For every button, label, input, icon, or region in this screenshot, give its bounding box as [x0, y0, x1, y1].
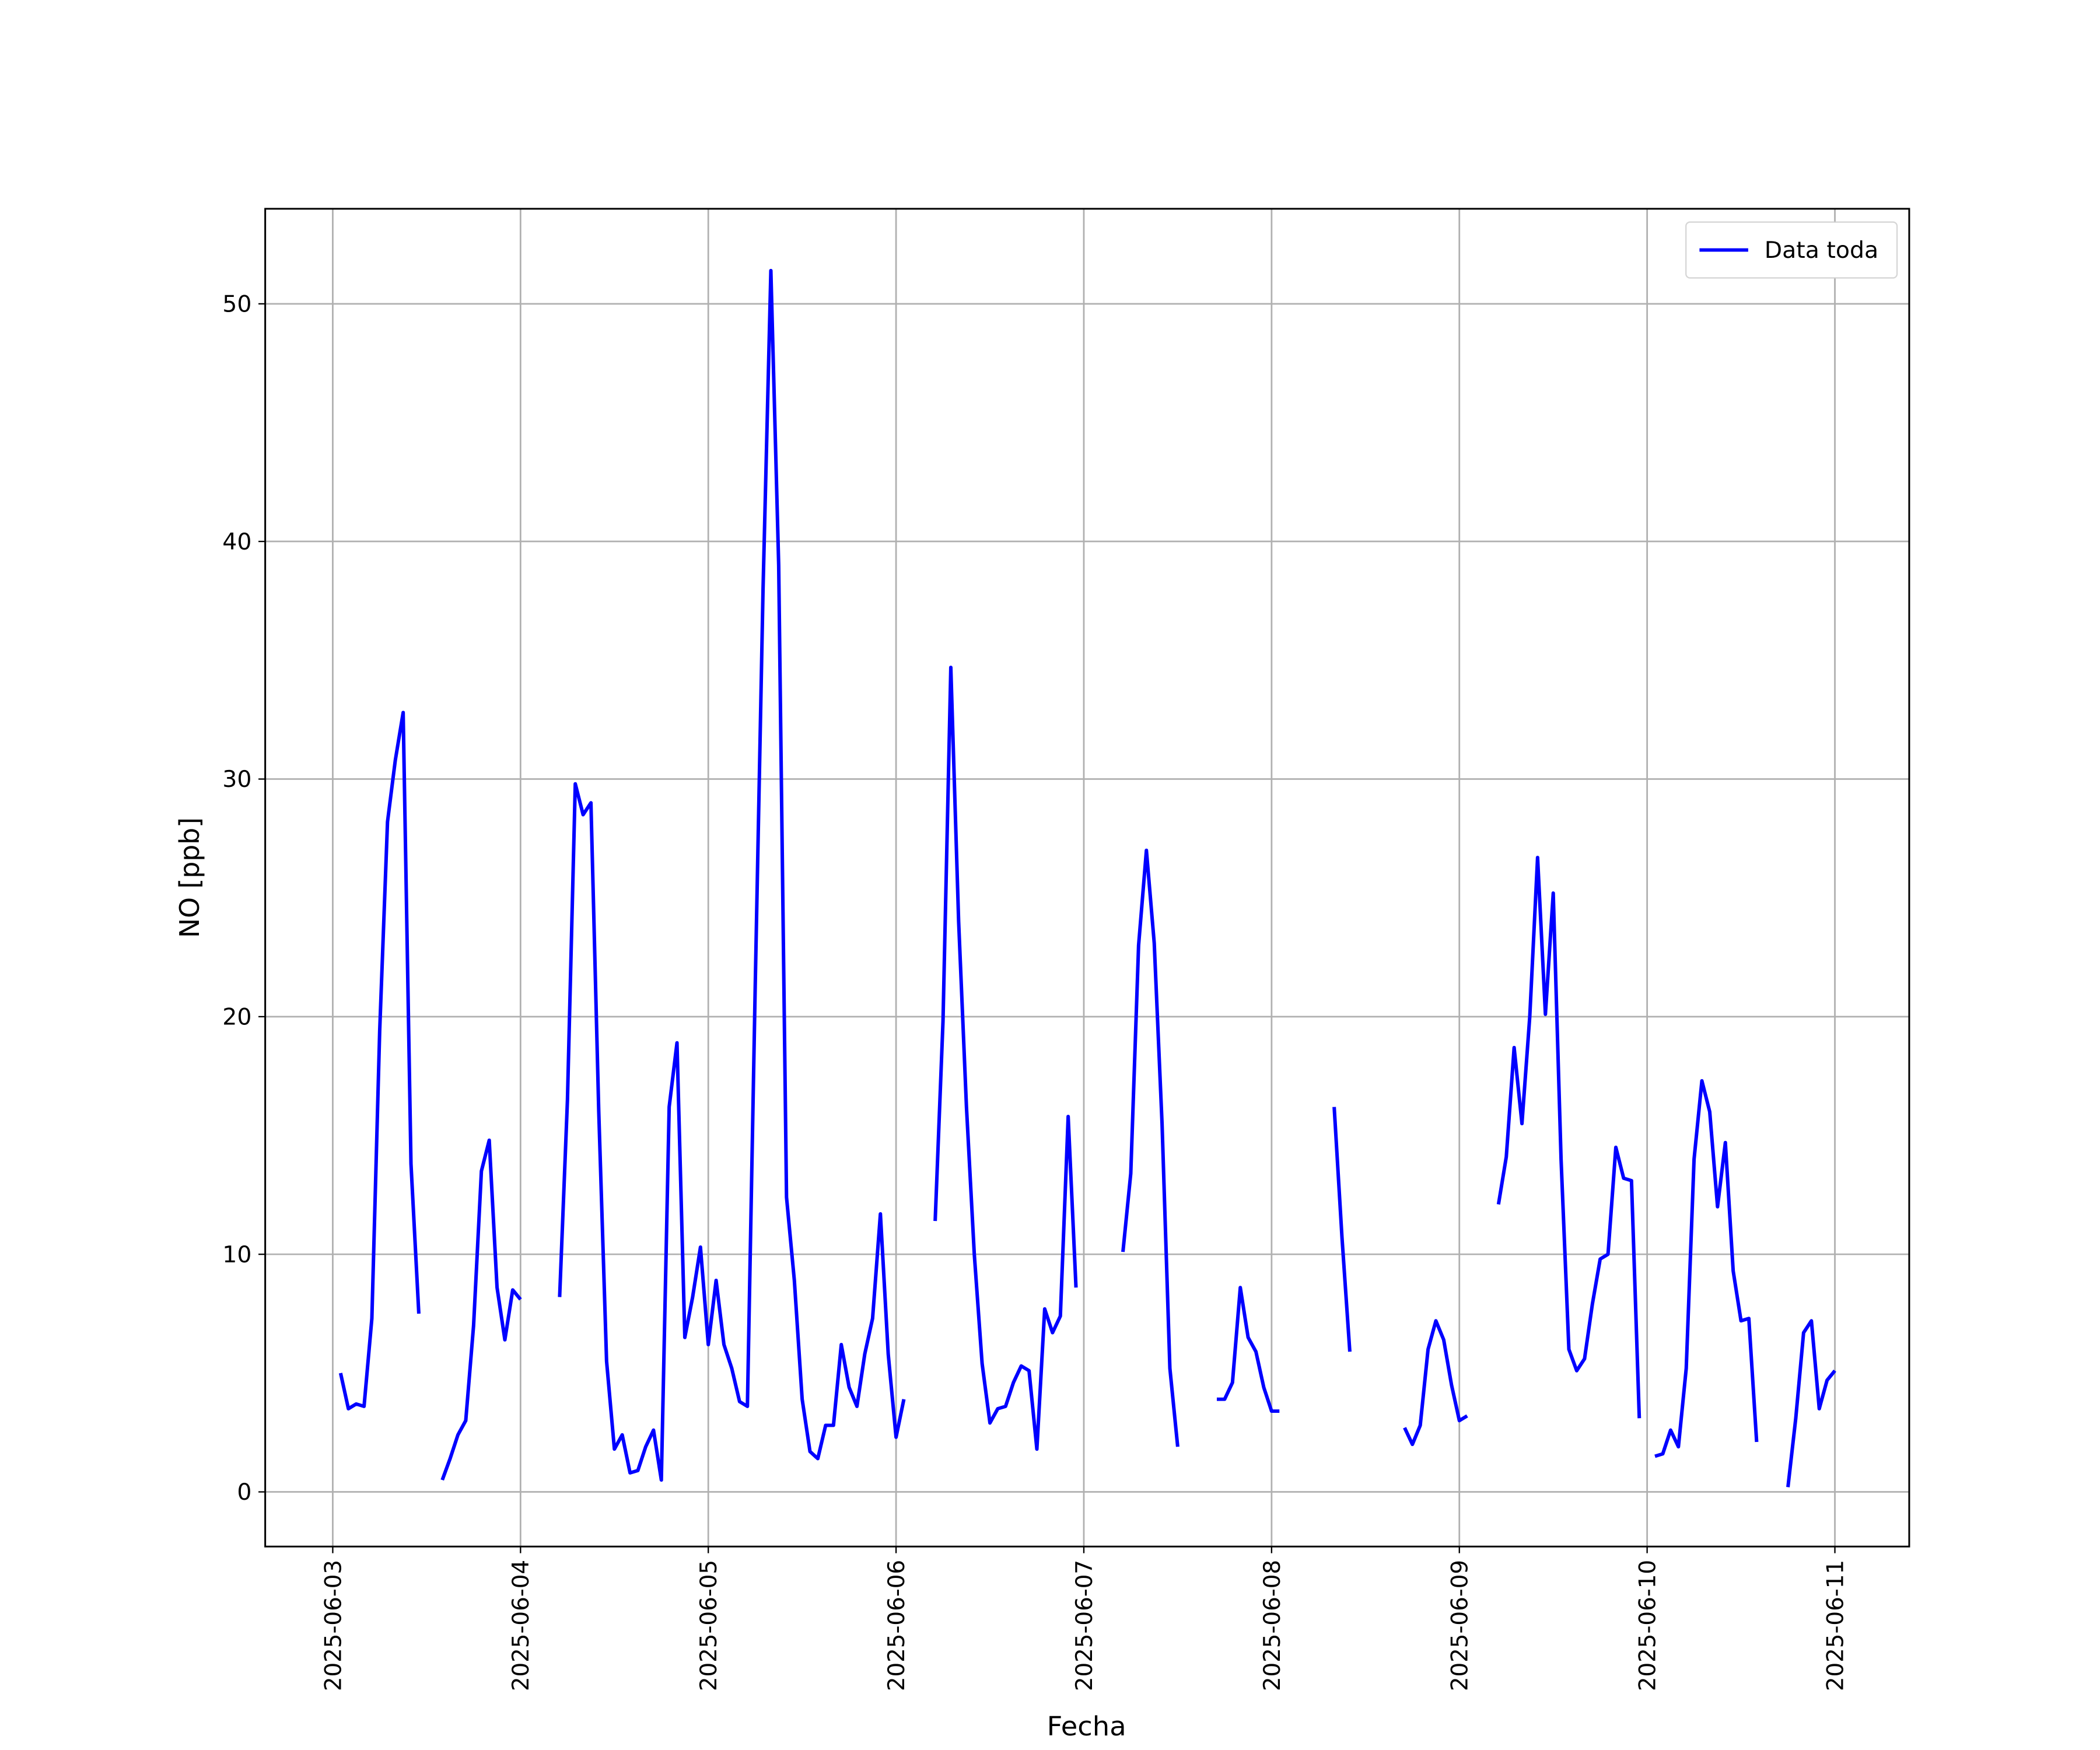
x-tick-label: 2025-06-05 [696, 1560, 722, 1691]
x-tick-label: 2025-06-10 [1634, 1560, 1661, 1691]
legend-box [1685, 221, 1898, 279]
x-tick-label: 2025-06-03 [320, 1560, 346, 1691]
y-tick-label: 40 [222, 529, 251, 555]
y-tick-label: 50 [222, 292, 251, 318]
axes-frame [264, 208, 1910, 1548]
y-tick-label: 10 [222, 1242, 251, 1268]
x-tick-label: 2025-06-06 [884, 1560, 910, 1691]
y-tick-label: 20 [222, 1005, 251, 1031]
legend-label: Data toda [1765, 238, 1878, 264]
x-tick-label: 2025-06-11 [1822, 1560, 1849, 1691]
x-tick-label: 2025-06-09 [1447, 1560, 1473, 1691]
x-tick-label: 2025-06-04 [508, 1560, 534, 1691]
legend: Data toda [1685, 221, 1898, 279]
grid [265, 208, 1909, 1547]
x-tick-label: 2025-06-08 [1259, 1560, 1285, 1691]
x-axis-label: Fecha [1047, 1710, 1126, 1742]
data-line [338, 268, 1836, 1488]
y-axis-label: NO [ppb] [174, 817, 205, 938]
y-tick-label: 30 [222, 766, 251, 793]
x-tick-label: 2025-06-07 [1072, 1560, 1098, 1691]
plot-area [338, 268, 1836, 1488]
y-tick-label: 0 [237, 1480, 251, 1506]
